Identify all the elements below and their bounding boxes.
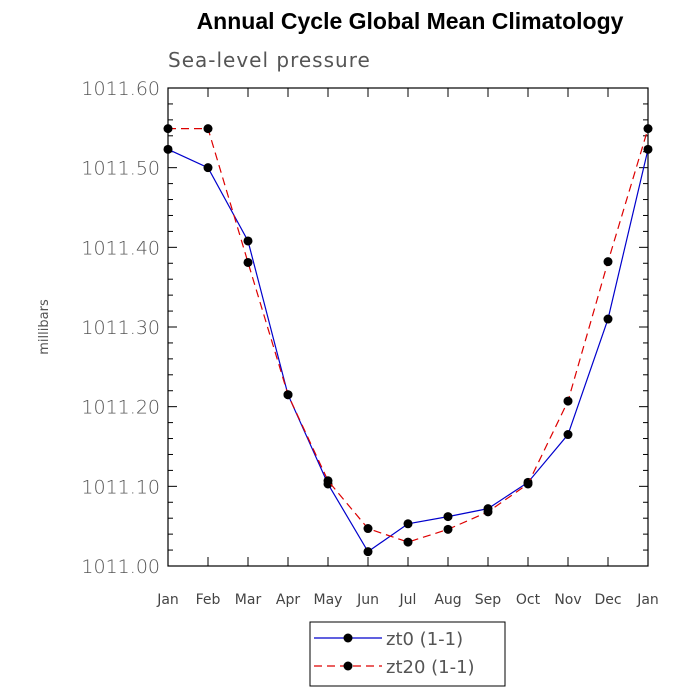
legend-label: zt20 (1-1) <box>386 657 475 678</box>
data-point <box>283 390 293 400</box>
data-point <box>163 124 173 134</box>
y-tick-label: 1011.20 <box>81 397 160 419</box>
data-point <box>363 524 373 534</box>
data-point <box>163 144 173 154</box>
data-point <box>563 396 573 406</box>
x-tick-label: Oct <box>516 592 541 608</box>
series-line-1 <box>168 128 649 543</box>
data-point <box>523 479 533 489</box>
x-tick-label: Jan <box>636 592 659 608</box>
plot-frame <box>167 87 649 567</box>
legend-marker <box>343 661 353 671</box>
y-tick-label: 1011.60 <box>81 78 160 100</box>
x-tick-label: Aug <box>434 592 461 608</box>
data-point <box>643 124 653 134</box>
data-point <box>483 507 493 517</box>
data-point <box>563 430 573 440</box>
data-point <box>643 144 653 154</box>
chart-subtitle: Sea-level pressure <box>168 48 371 72</box>
x-tick-label: Mar <box>235 592 262 608</box>
x-tick-label: Feb <box>196 592 221 608</box>
y-tick-label: 1011.40 <box>81 237 160 259</box>
legend-marker <box>343 633 353 643</box>
x-tick-label: Jun <box>356 592 379 608</box>
axes: 1011.00 1011.10 1011.20 1011.30 1011.40 1011.… <box>81 78 658 608</box>
chart-title: Annual Cycle Global Mean Climatology <box>196 8 624 34</box>
y-tick-label: 1011.10 <box>81 476 160 498</box>
x-tick-label: Jan <box>156 592 179 608</box>
series-group <box>163 124 653 557</box>
y-tick-label: 1011.30 <box>81 317 160 339</box>
series-line-0 <box>167 148 649 553</box>
legend-label: zt0 (1-1) <box>386 629 463 650</box>
legend-box <box>309 621 506 687</box>
data-point <box>363 547 373 557</box>
legend: zt0 (1-1) zt20 (1-1) <box>309 621 506 687</box>
x-tick-label: Sep <box>475 592 502 608</box>
x-tick-label: Apr <box>276 592 300 608</box>
y-tick-label: 1011.50 <box>81 158 160 180</box>
data-point <box>603 257 613 267</box>
data-point <box>403 537 413 547</box>
x-tick-label: Jul <box>399 592 417 608</box>
data-point <box>443 524 453 534</box>
x-tick-label: Nov <box>554 592 581 608</box>
y-axis-label: millibars <box>37 299 52 355</box>
data-point <box>443 512 453 522</box>
x-tick-label: Dec <box>594 592 621 608</box>
data-point <box>603 314 613 324</box>
data-point <box>403 519 413 529</box>
data-point <box>323 476 333 486</box>
x-tick-label: May <box>314 592 343 608</box>
data-point <box>203 124 213 134</box>
y-tick-label: 1011.00 <box>81 556 160 578</box>
data-point <box>243 236 253 246</box>
data-point <box>203 163 213 173</box>
data-point <box>243 257 253 267</box>
